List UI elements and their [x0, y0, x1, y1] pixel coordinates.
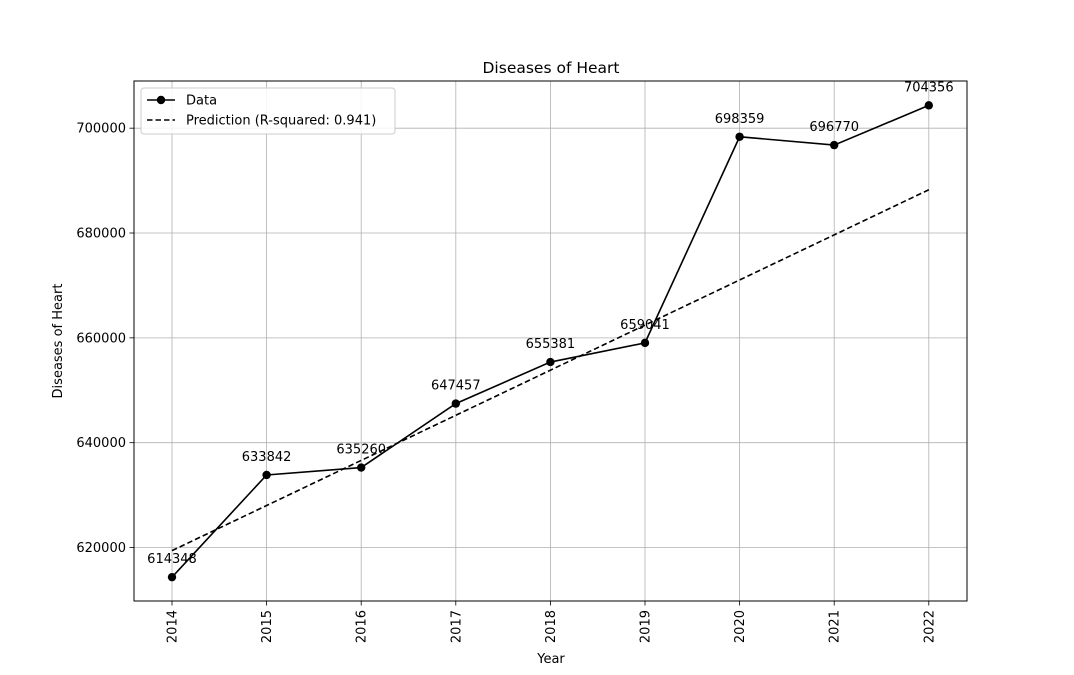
x-tick-label: 2015 — [260, 610, 275, 643]
x-tick-label: 2019 — [639, 610, 654, 643]
data-value-label: 698359 — [715, 112, 765, 127]
data-value-label: 635260 — [336, 443, 386, 458]
y-axis-label: Diseases of Heart — [51, 284, 66, 399]
y-tick-label: 620000 — [76, 541, 126, 556]
data-value-label: 633842 — [242, 450, 292, 465]
data-value-label: 659041 — [620, 318, 670, 333]
plot-frame — [133, 80, 968, 602]
data-point — [924, 101, 933, 110]
x-tick-label: 2022 — [922, 610, 937, 643]
y-tick-label: 680000 — [76, 227, 126, 242]
x-tick-label: 2018 — [544, 610, 559, 643]
axes: 2014 2015 2016 2017 2018 2019 2020 2021 2022 6200… — [76, 80, 968, 643]
data-point — [640, 338, 650, 348]
x-tick-label: 2016 — [355, 610, 370, 643]
data-point — [262, 470, 271, 480]
legend-frame — [140, 87, 396, 135]
y-tick-label: 660000 — [76, 331, 126, 346]
series — [167, 101, 933, 582]
y-tick-label: 640000 — [76, 436, 126, 451]
data-labels: 614348 633842 635260 647457 655381 659041 6983… — [147, 80, 953, 567]
prediction-line — [171, 189, 930, 552]
data-value-label: 614348 — [147, 552, 197, 567]
data-point — [546, 357, 555, 367]
data-point — [735, 132, 744, 141]
grid-lines — [134, 81, 967, 601]
data-point — [357, 463, 366, 472]
x-axis-label: Year — [536, 652, 565, 667]
legend-data-label: Data — [186, 94, 217, 109]
chart-title: Diseases of Heart — [483, 59, 620, 77]
x-tick-label: 2014 — [166, 610, 181, 643]
data-value-label: 655381 — [526, 337, 576, 352]
x-tick-label: 2020 — [733, 610, 748, 643]
data-point — [451, 399, 460, 408]
x-tick-label: 2021 — [828, 610, 843, 643]
legend: Data Prediction (R-squared: 0.941) — [140, 87, 396, 135]
data-point — [167, 572, 177, 582]
data-value-label: 704356 — [904, 80, 954, 95]
data-point — [830, 140, 839, 150]
legend-data-marker — [156, 95, 166, 105]
x-tick-label: 2017 — [449, 610, 464, 643]
y-tick-label: 700000 — [76, 122, 126, 137]
data-value-label: 647457 — [431, 379, 481, 394]
data-value-label: 696770 — [809, 120, 859, 135]
legend-prediction-label: Prediction (R-squared: 0.941) — [186, 114, 376, 129]
